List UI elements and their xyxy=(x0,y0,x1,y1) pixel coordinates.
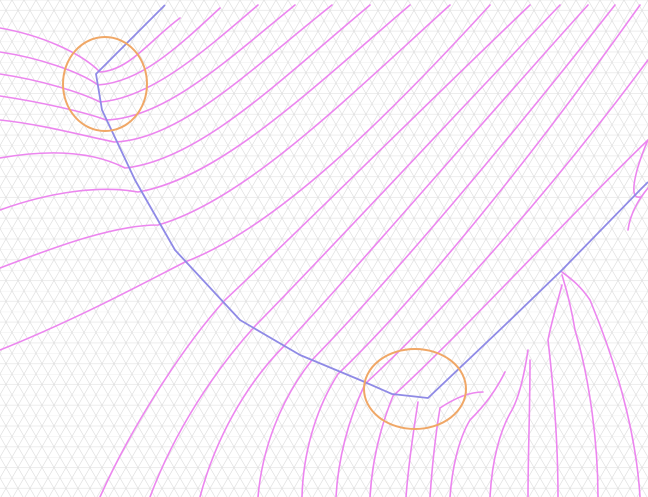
contour-line xyxy=(449,371,506,497)
contour-line xyxy=(0,4,333,143)
contour-line xyxy=(199,4,589,497)
contour-line xyxy=(301,4,641,497)
contour-line xyxy=(149,4,561,497)
contour-line xyxy=(633,139,648,198)
contour-line xyxy=(0,4,296,121)
contour-line xyxy=(0,4,411,211)
contour-line xyxy=(0,4,451,269)
contour-line xyxy=(405,401,419,497)
contour-line xyxy=(527,359,531,497)
contour-line xyxy=(257,4,616,497)
contour-line xyxy=(335,59,648,497)
contour-lines xyxy=(0,4,648,497)
contour-line xyxy=(369,139,648,497)
highlight-circle-top-left xyxy=(62,36,148,132)
contour-line xyxy=(561,274,599,497)
contour-line xyxy=(0,4,259,103)
contour-line xyxy=(0,17,181,73)
piecewise-path xyxy=(95,4,648,399)
contour-line xyxy=(0,4,491,351)
highlight-circle-bottom-center xyxy=(363,348,467,430)
contour-line xyxy=(547,284,563,497)
contour-line xyxy=(99,4,531,497)
contour-line xyxy=(0,4,371,169)
contour-line xyxy=(429,391,484,497)
contour-line xyxy=(561,271,641,497)
contour-line xyxy=(489,349,529,497)
contour-line xyxy=(627,187,648,231)
